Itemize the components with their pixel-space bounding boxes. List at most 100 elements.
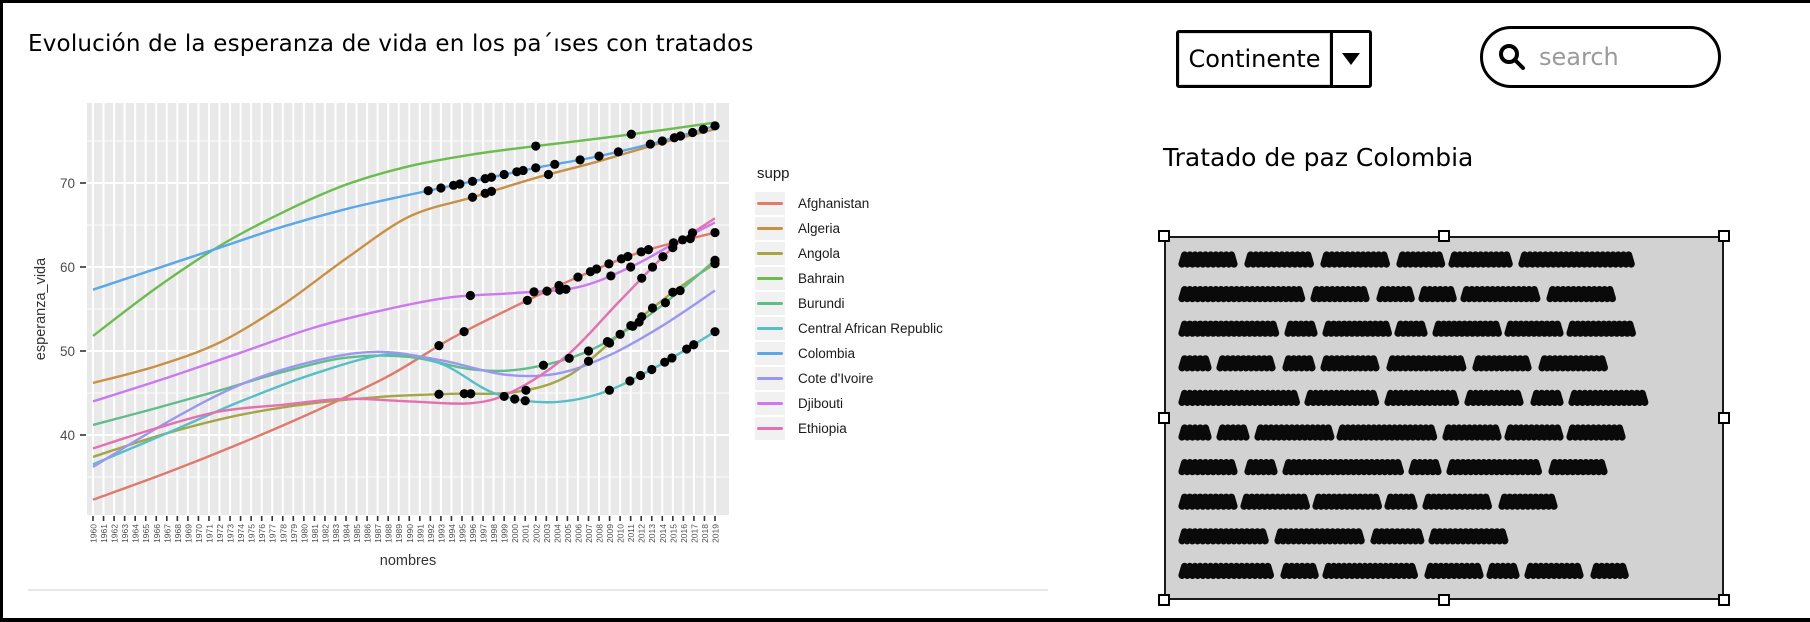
- legend-item-label: Bahrain: [798, 271, 845, 286]
- series-line-djibouti: [92, 221, 716, 403]
- series-line-cote-d-ivoire: [92, 289, 716, 468]
- treaty-data-point: [434, 341, 444, 351]
- treaty-panel-title: Tratado de paz Colombia: [1163, 143, 1474, 172]
- legend-item-label: Angola: [798, 246, 841, 261]
- series-line-bahrain: [92, 121, 716, 337]
- svg-text:1990: 1990: [405, 524, 415, 543]
- treaty-data-point: [668, 287, 678, 297]
- svg-text:1995: 1995: [457, 524, 467, 543]
- selection-handle[interactable]: [1718, 412, 1730, 424]
- legend-item-label: Algeria: [798, 221, 841, 236]
- treaty-data-point: [550, 159, 560, 169]
- treaty-data-point: [538, 360, 549, 370]
- selection-handle[interactable]: [1718, 594, 1730, 606]
- legend-item-colombia: Colombia: [755, 341, 943, 366]
- legend-item-label: Ethiopia: [798, 421, 847, 436]
- treaty-data-point: [583, 356, 594, 366]
- treaty-data-point: [499, 169, 509, 180]
- selection-handle[interactable]: [1158, 594, 1170, 606]
- treaty-data-point: [687, 127, 698, 138]
- svg-text:1983: 1983: [331, 524, 341, 543]
- treaty-data-point: [573, 272, 583, 282]
- svg-text:1982: 1982: [320, 524, 330, 543]
- treaty-data-point: [626, 129, 636, 139]
- legend-key-swatch: [755, 292, 785, 315]
- selection-handle[interactable]: [1158, 230, 1170, 242]
- treaty-data-point: [604, 259, 614, 269]
- svg-text:2017: 2017: [689, 524, 699, 543]
- treaty-data-point: [436, 183, 446, 193]
- continent-dropdown-arrow-button[interactable]: [1333, 33, 1369, 85]
- svg-text:1977: 1977: [268, 524, 278, 543]
- svg-text:1991: 1991: [415, 524, 425, 543]
- continent-dropdown[interactable]: Continente: [1176, 30, 1372, 88]
- treaty-data-point: [668, 243, 678, 253]
- treaty-data-point: [615, 329, 625, 339]
- treaty-data-point: [613, 147, 623, 157]
- svg-text:1965: 1965: [141, 524, 151, 543]
- treaty-data-point: [518, 165, 528, 176]
- search-box[interactable]: [1480, 26, 1721, 88]
- svg-text:2002: 2002: [531, 524, 541, 543]
- treaty-data-point: [689, 340, 699, 350]
- treaty-data-point: [647, 303, 658, 313]
- life-expectancy-chart: 40 50 60 70 1960 1961 1962 1963 1964 1965 1966 1967…: [33, 103, 729, 569]
- selection-handle[interactable]: [1158, 412, 1170, 424]
- treaty-data-point: [575, 155, 585, 165]
- svg-text:2019: 2019: [711, 524, 721, 543]
- svg-text:60: 60: [60, 260, 75, 275]
- treaty-data-point: [634, 317, 644, 327]
- legend-key-swatch: [755, 267, 785, 290]
- treaty-data-point: [459, 389, 469, 399]
- legend-item-angola: Angola: [755, 241, 943, 266]
- legend-item-burundi: Burundi: [755, 291, 943, 316]
- treaty-data-point: [636, 247, 646, 257]
- treaty-data-point: [710, 327, 720, 337]
- bottom-divider: [28, 589, 1048, 591]
- svg-text:2000: 2000: [510, 524, 520, 543]
- legend-item-algeria: Algeria: [755, 216, 943, 241]
- svg-text:2005: 2005: [563, 524, 573, 543]
- svg-text:1979: 1979: [289, 524, 299, 543]
- treaty-data-point: [647, 262, 658, 272]
- treaty-text-placeholder-box[interactable]: [1164, 236, 1724, 600]
- svg-text:1972: 1972: [215, 524, 225, 543]
- svg-text:1963: 1963: [120, 524, 130, 543]
- svg-text:1997: 1997: [479, 524, 489, 543]
- svg-text:1975: 1975: [247, 524, 257, 543]
- continent-dropdown-label[interactable]: Continente: [1179, 33, 1333, 85]
- caret-down-icon: [1342, 53, 1360, 65]
- chart-legend: supp Afghanistan Algeria Angola Bahrain Buru…: [755, 165, 943, 441]
- treaty-data-point: [529, 287, 539, 297]
- legend-item-ethiopia: Ethiopia: [755, 416, 943, 441]
- treaty-data-point: [604, 385, 615, 395]
- treaty-data-point: [626, 262, 636, 272]
- svg-text:2008: 2008: [595, 524, 605, 543]
- svg-text:2009: 2009: [605, 524, 615, 543]
- treaty-data-point: [602, 337, 613, 347]
- svg-text:1966: 1966: [152, 524, 162, 543]
- treaty-data-point: [635, 370, 646, 381]
- page-title: Evolución de la esperanza de vida en los…: [28, 31, 754, 57]
- svg-text:1961: 1961: [99, 524, 109, 543]
- treaty-data-point: [625, 376, 635, 386]
- treaty-data-point: [645, 139, 655, 149]
- svg-text:1986: 1986: [363, 524, 373, 543]
- legend-item-afghanistan: Afghanistan: [755, 191, 943, 216]
- svg-text:2010: 2010: [616, 524, 626, 543]
- search-input[interactable]: [1537, 42, 1691, 72]
- treaty-data-point: [459, 326, 469, 337]
- selection-handle[interactable]: [1438, 230, 1450, 242]
- treaty-data-point: [678, 235, 688, 245]
- treaty-data-point: [466, 389, 476, 399]
- selection-handle[interactable]: [1438, 594, 1450, 606]
- svg-text:1989: 1989: [394, 524, 404, 543]
- treaty-data-point: [564, 353, 574, 363]
- treaty-data-point: [667, 353, 677, 363]
- svg-text:2004: 2004: [552, 524, 562, 543]
- treaty-data-point: [710, 121, 720, 131]
- selection-handle[interactable]: [1718, 230, 1730, 242]
- svg-text:1960: 1960: [89, 524, 99, 543]
- svg-text:1968: 1968: [173, 524, 183, 543]
